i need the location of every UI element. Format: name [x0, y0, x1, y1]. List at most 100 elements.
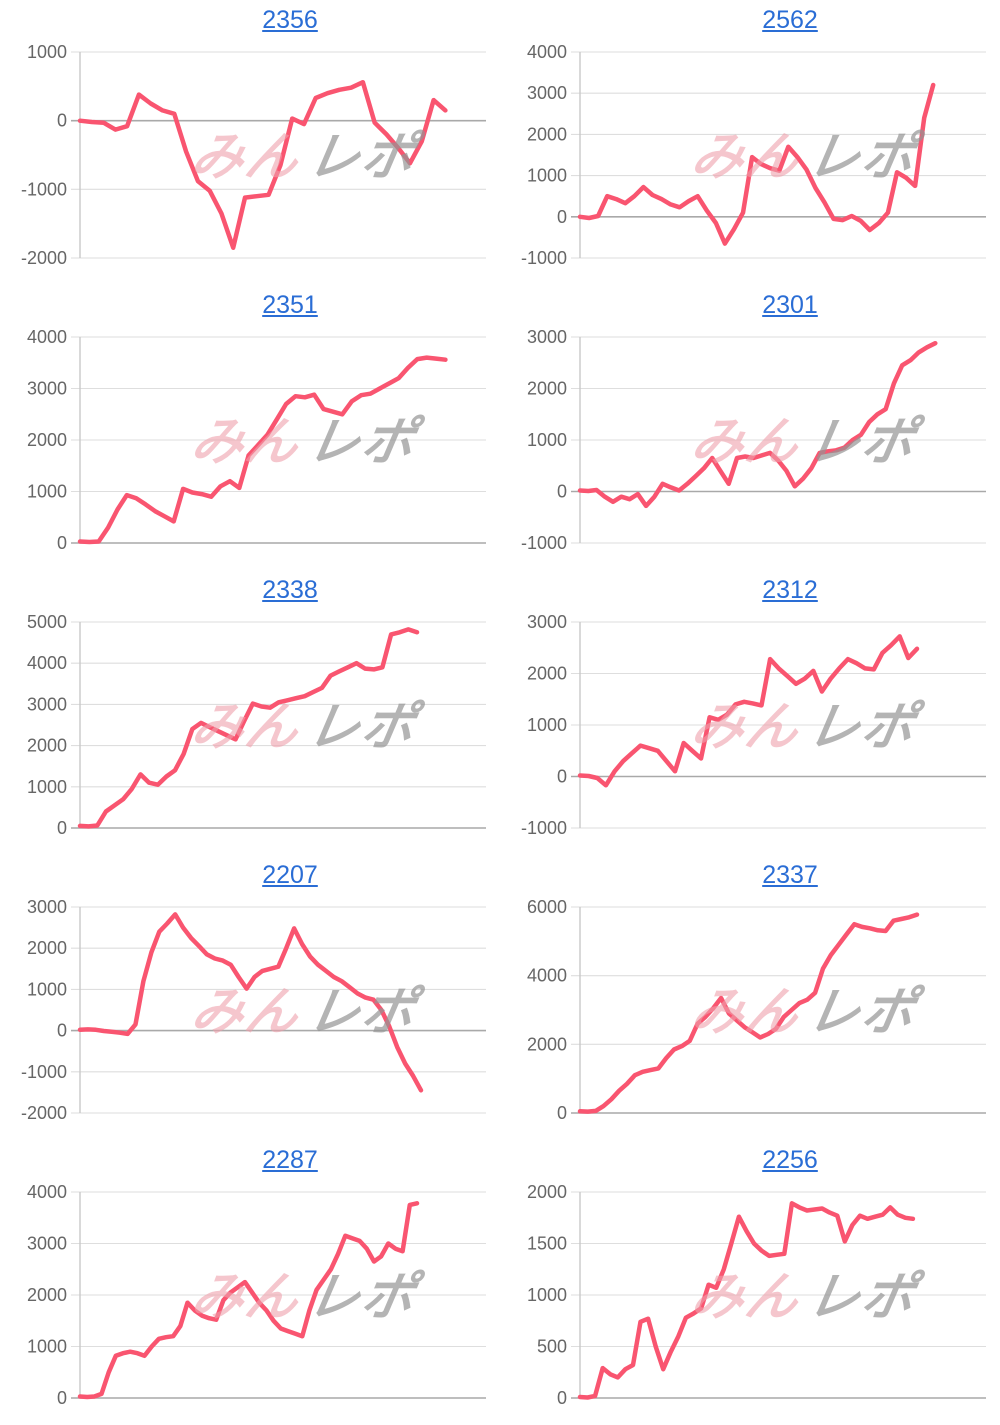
chart-cell-2356: 2356 1000 0 -1000 -2000 みんレポ — [0, 0, 500, 285]
y-tick-label: 3000 — [27, 1234, 67, 1254]
y-tick-label: 6000 — [527, 897, 567, 917]
chart-title-row: 2207 — [80, 855, 500, 893]
chart-svg: 4000 3000 2000 1000 0 -1000 — [521, 42, 986, 268]
chart-title-row: 2312 — [580, 570, 1000, 608]
chart-cell-2351: 2351 4000 3000 2000 1000 0 みんレポ — [0, 285, 500, 570]
machine-number-link[interactable]: 2562 — [762, 6, 818, 34]
y-tick-label: 1000 — [527, 166, 567, 186]
chart-plot: 3000 2000 1000 0 -1000 -2000 みんレポ — [0, 897, 500, 1130]
y-tick-label: 0 — [557, 207, 567, 227]
chart-title-row: 2351 — [80, 285, 500, 323]
y-tick-label: 0 — [57, 818, 67, 838]
y-tick-label: -2000 — [21, 248, 67, 268]
machine-number-link[interactable]: 2301 — [762, 291, 818, 319]
y-tick-label: 4000 — [527, 42, 567, 62]
chart-title-row: 2562 — [580, 0, 1000, 38]
y-tick-label: 1000 — [27, 979, 67, 999]
series-line — [577, 1201, 916, 1400]
y-tick-label: 2000 — [527, 379, 567, 399]
chart-svg: 6000 4000 2000 0 — [527, 897, 986, 1123]
machine-number-link[interactable]: 2207 — [262, 861, 318, 889]
y-tick-label: 500 — [537, 1337, 567, 1357]
chart-plot: 6000 4000 2000 0 みんレポ — [500, 897, 1000, 1130]
series-line — [77, 1201, 420, 1400]
y-tick-label: 0 — [557, 1388, 567, 1408]
chart-svg: 2000 1500 1000 500 0 — [527, 1182, 986, 1408]
y-tick-label: 2000 — [527, 1182, 567, 1202]
chart-title-row: 2356 — [80, 0, 500, 38]
y-tick-label: -1000 — [521, 818, 567, 838]
chart-svg: 4000 3000 2000 1000 0 — [27, 1182, 486, 1408]
chart-plot: 4000 3000 2000 1000 0 みんレポ — [0, 327, 500, 560]
y-tick-label: 1500 — [527, 1234, 567, 1254]
chart-title-row: 2338 — [80, 570, 500, 608]
y-tick-label: -1000 — [521, 248, 567, 268]
y-tick-label: -1000 — [21, 1062, 67, 1082]
y-tick-label: 1000 — [27, 42, 67, 62]
series-line — [77, 79, 448, 250]
y-tick-label: -2000 — [21, 1103, 67, 1123]
chart-plot: 3000 2000 1000 0 -1000 みんレポ — [500, 612, 1000, 845]
y-tick-label: -1000 — [21, 179, 67, 199]
y-tick-label: 4000 — [27, 327, 67, 347]
y-tick-label: 0 — [557, 767, 567, 787]
y-tick-label: 3000 — [527, 327, 567, 347]
chart-plot: 5000 4000 3000 2000 1000 0 みんレポ — [0, 612, 500, 845]
chart-cell-2301: 2301 3000 2000 1000 0 -1000 みんレポ — [500, 285, 1000, 570]
chart-svg: 3000 2000 1000 0 -1000 — [521, 612, 986, 838]
y-tick-label: 3000 — [27, 897, 67, 917]
y-tick-label: 1000 — [27, 777, 67, 797]
chart-title-row: 2301 — [580, 285, 1000, 323]
y-tick-label: -1000 — [521, 533, 567, 553]
y-tick-label: 1000 — [527, 1285, 567, 1305]
series-line — [577, 634, 920, 788]
y-tick-label: 2000 — [527, 1034, 567, 1054]
y-tick-label: 1000 — [27, 482, 67, 502]
y-tick-label: 4000 — [27, 1182, 67, 1202]
y-tick-label: 2000 — [27, 938, 67, 958]
chart-plot: 1000 0 -1000 -2000 みんレポ — [0, 42, 500, 275]
chart-cell-2207: 2207 3000 2000 1000 0 -1000 -2000 みんレポ — [0, 855, 500, 1140]
y-tick-label: 3000 — [27, 694, 67, 714]
y-tick-label: 4000 — [27, 653, 67, 673]
chart-svg: 5000 4000 3000 2000 1000 0 — [27, 612, 486, 838]
series-line — [77, 627, 420, 829]
machine-number-link[interactable]: 2256 — [762, 1146, 818, 1174]
machine-number-link[interactable]: 2337 — [762, 861, 818, 889]
chart-plot: 2000 1500 1000 500 0 みんレポ — [500, 1182, 1000, 1415]
chart-cell-2338: 2338 5000 4000 3000 2000 1000 0 みんレポ — [0, 570, 500, 855]
series-line — [77, 355, 448, 545]
y-tick-label: 4000 — [527, 966, 567, 986]
chart-plot: 3000 2000 1000 0 -1000 みんレポ — [500, 327, 1000, 560]
y-tick-label: 1000 — [527, 715, 567, 735]
machine-number-link[interactable]: 2312 — [762, 576, 818, 604]
machine-number-link[interactable]: 2338 — [262, 576, 318, 604]
machine-number-link[interactable]: 2287 — [262, 1146, 318, 1174]
machine-number-link[interactable]: 2351 — [262, 291, 318, 319]
chart-cell-2337: 2337 6000 4000 2000 0 みんレポ — [500, 855, 1000, 1140]
chart-svg: 1000 0 -1000 -2000 — [21, 42, 486, 268]
y-tick-label: 3000 — [27, 379, 67, 399]
y-tick-label: 0 — [57, 111, 67, 131]
series-line — [77, 912, 424, 1093]
chart-title-row: 2256 — [580, 1140, 1000, 1178]
series-line — [577, 340, 938, 509]
chart-plot: 4000 3000 2000 1000 0 みんレポ — [0, 1182, 500, 1415]
series-line — [577, 82, 936, 246]
y-tick-label: 0 — [557, 482, 567, 502]
machine-number-link[interactable]: 2356 — [262, 6, 318, 34]
chart-cell-2256: 2256 2000 1500 1000 500 0 みんレポ — [500, 1140, 1000, 1425]
y-tick-label: 0 — [57, 533, 67, 553]
y-tick-label: 2000 — [27, 1285, 67, 1305]
y-tick-label: 0 — [57, 1021, 67, 1041]
y-tick-label: 0 — [557, 1103, 567, 1123]
y-tick-label: 0 — [57, 1388, 67, 1408]
y-tick-label: 5000 — [27, 612, 67, 632]
chart-title-row: 2337 — [580, 855, 1000, 893]
y-tick-label: 2000 — [527, 124, 567, 144]
chart-svg: 4000 3000 2000 1000 0 — [27, 327, 486, 553]
y-tick-label: 1000 — [27, 1337, 67, 1357]
chart-title-row: 2287 — [80, 1140, 500, 1178]
chart-svg: 3000 2000 1000 0 -1000 — [521, 327, 986, 553]
y-tick-label: 2000 — [527, 664, 567, 684]
